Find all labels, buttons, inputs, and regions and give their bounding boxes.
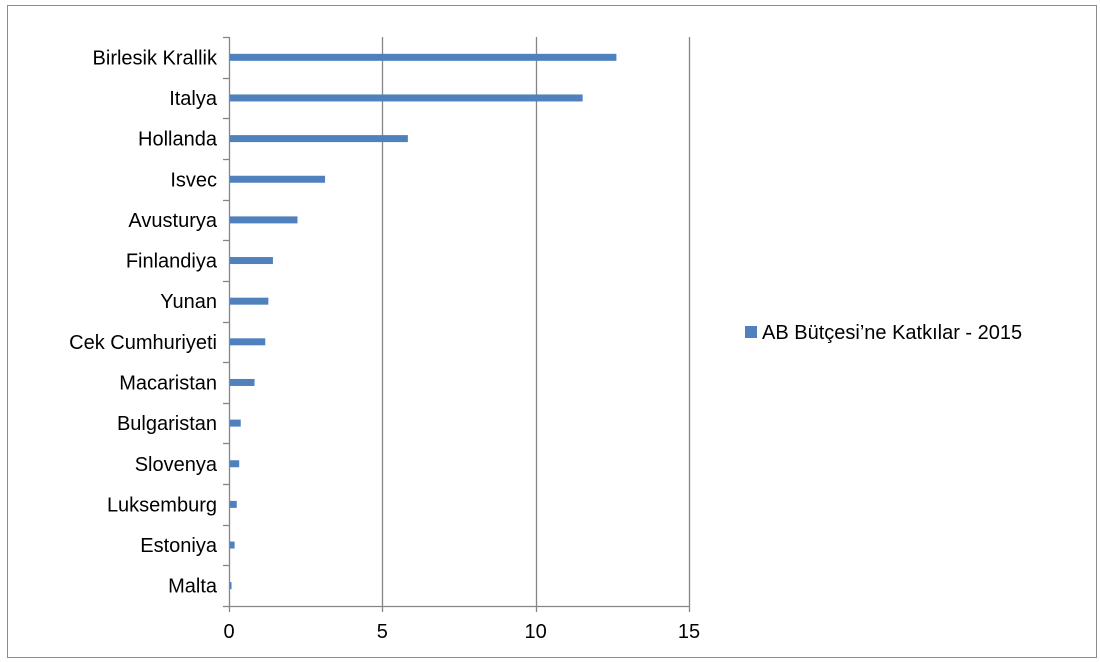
- bar: [230, 53, 617, 61]
- category-label: Macaristan: [119, 372, 217, 394]
- bar: [230, 419, 241, 427]
- chart-frame: [7, 5, 1097, 658]
- x-tick-label: 10: [525, 621, 547, 643]
- bar: [230, 460, 240, 468]
- x-tick-labels: 0 5 10 15: [223, 621, 700, 643]
- category-label: Bulgaristan: [117, 413, 217, 435]
- category-label: Hollanda: [138, 129, 218, 151]
- bar: [230, 257, 273, 265]
- axes: [223, 36, 691, 612]
- x-tick-label: 5: [377, 621, 388, 643]
- bar: [230, 338, 266, 346]
- bar: [230, 175, 326, 183]
- category-label: Avusturya: [128, 210, 217, 232]
- bars: [230, 53, 617, 590]
- x-tick-label: 0: [223, 621, 234, 643]
- category-label: Malta: [168, 576, 218, 598]
- category-label: Luksemburg: [107, 494, 217, 516]
- category-label: Isvec: [170, 169, 217, 191]
- category-label: Slovenya: [135, 454, 218, 476]
- category-label: Estoniya: [140, 535, 218, 557]
- bar: [230, 541, 235, 549]
- category-label: Finlandiya: [126, 251, 218, 273]
- legend: AB Bütçesi’ne Katkılar - 2015: [745, 322, 1022, 344]
- bar: [230, 94, 583, 102]
- bar: [230, 582, 232, 590]
- category-label: Birlesik Krallik: [93, 47, 218, 69]
- bar: [230, 378, 255, 386]
- category-label: Italya: [169, 88, 218, 110]
- legend-swatch: [745, 326, 757, 338]
- category-labels: Birlesik Krallik Italya Hollanda Isvec Avust…: [69, 47, 218, 597]
- legend-label: AB Bütçesi’ne Katkılar - 2015: [762, 322, 1022, 344]
- category-label: Cek Cumhuriyeti: [69, 332, 217, 354]
- bar: [230, 500, 237, 508]
- x-tick-label: 15: [678, 621, 700, 643]
- bar: [230, 216, 298, 224]
- bar: [230, 135, 408, 143]
- bar: [230, 297, 269, 305]
- category-label: Yunan: [160, 291, 217, 313]
- grid-lines: [381, 37, 691, 606]
